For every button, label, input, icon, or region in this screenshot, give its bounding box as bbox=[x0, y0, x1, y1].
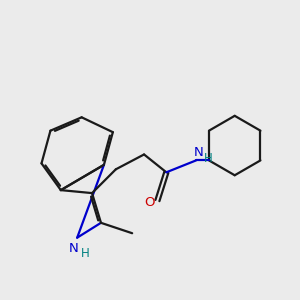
Text: N: N bbox=[194, 146, 203, 159]
Text: N: N bbox=[69, 242, 79, 255]
Text: H: H bbox=[204, 152, 213, 165]
Text: O: O bbox=[144, 196, 154, 208]
Text: H: H bbox=[81, 247, 90, 260]
